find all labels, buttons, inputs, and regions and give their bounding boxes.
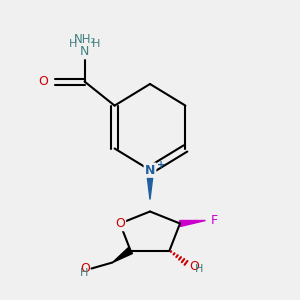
Text: H: H	[195, 263, 203, 274]
Text: NH₂: NH₂	[74, 33, 96, 46]
Text: +: +	[157, 160, 165, 170]
Text: F: F	[211, 214, 218, 227]
Text: O: O	[115, 217, 125, 230]
Polygon shape	[146, 170, 154, 200]
Polygon shape	[180, 220, 206, 226]
Text: H: H	[80, 268, 88, 278]
Text: O: O	[189, 260, 199, 274]
Text: H: H	[92, 39, 100, 49]
Text: O: O	[39, 75, 49, 88]
Text: H: H	[69, 39, 77, 49]
Text: N: N	[80, 45, 89, 58]
Text: N: N	[145, 164, 155, 177]
Text: O: O	[80, 262, 90, 275]
Polygon shape	[112, 248, 133, 262]
